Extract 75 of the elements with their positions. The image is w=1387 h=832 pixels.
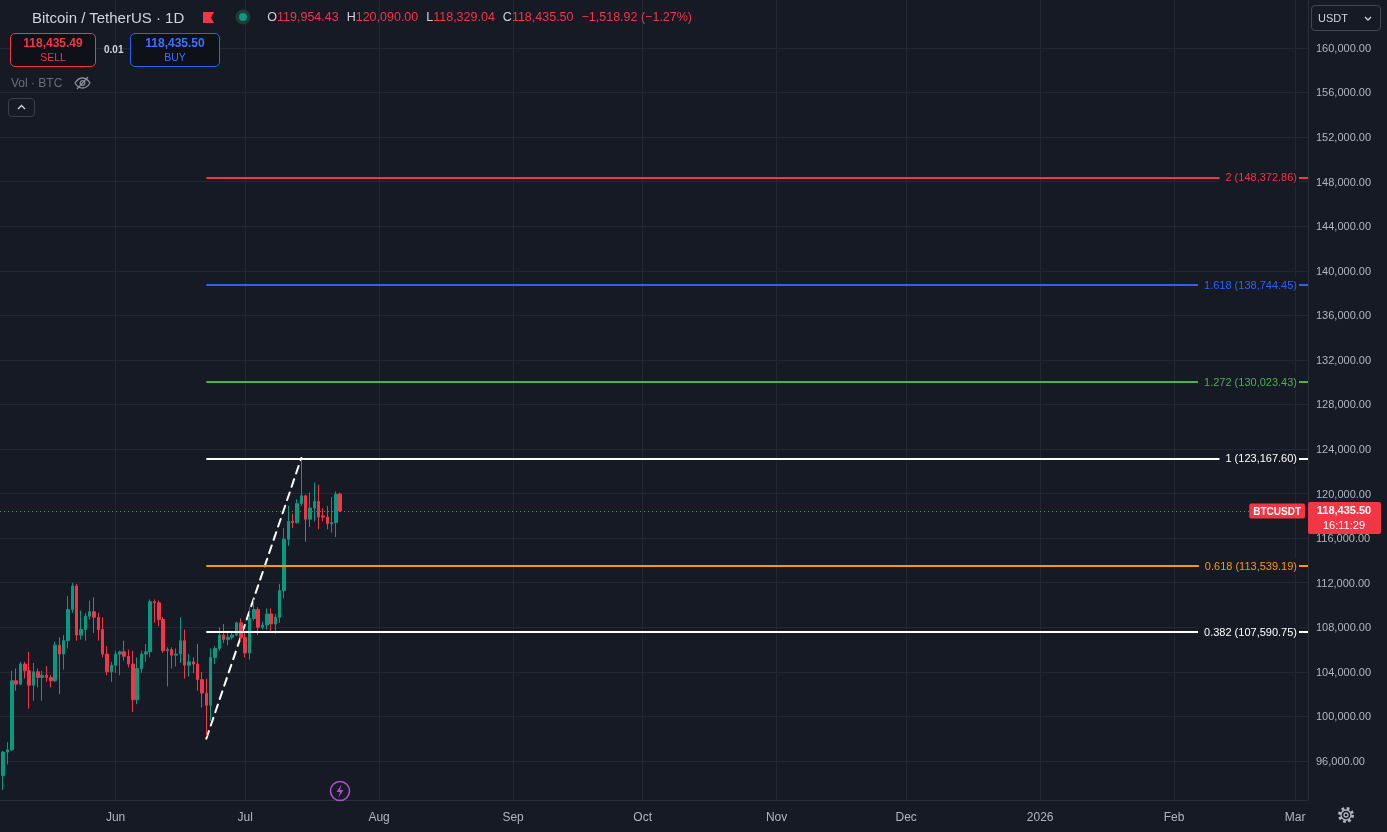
ref-line-label: 0.618 (113,539.19)	[1204, 559, 1297, 572]
annotation: C118,435.50	[502, 10, 574, 24]
ref-line-label: BTCUSDT	[1253, 505, 1301, 517]
candlestick	[183, 629, 186, 680]
candlestick	[58, 636, 61, 695]
y-tick-label: 104,000.00	[1316, 665, 1372, 678]
candlestick	[131, 650, 135, 713]
x-tick-label: 2026	[1026, 810, 1054, 824]
candlestick	[265, 607, 269, 631]
annotation: 0.01	[104, 44, 124, 55]
annotation: −1,518.92 (−1.27%)	[581, 10, 693, 24]
x-tick-label: Dec	[895, 810, 917, 824]
buy-button: 118,435.50 BUY	[130, 33, 220, 67]
candlestick	[269, 607, 273, 634]
ref-line-label: 2 (148,372.86)	[1225, 171, 1297, 184]
candlestick	[19, 661, 22, 686]
candlestick	[226, 630, 230, 646]
y-tick-label: 140,000.00	[1316, 264, 1372, 277]
candlestick	[32, 662, 35, 702]
annotation: O119,954.43	[267, 10, 339, 24]
x-tick-label: Mar	[1284, 810, 1306, 824]
y-tick-label: 152,000.00	[1316, 131, 1372, 144]
candlestick	[53, 641, 57, 683]
x-tick-label: Sep	[502, 810, 525, 824]
text: 118,435.50	[1316, 504, 1372, 517]
candlestick	[148, 598, 152, 658]
candlestick	[40, 670, 44, 702]
y-tick-label: 120,000.00	[1316, 487, 1372, 500]
ref-line-label: 1 (123,167.60)	[1225, 452, 1297, 465]
y-tick-label: 160,000.00	[1316, 41, 1372, 54]
y-tick-label: 128,000.00	[1316, 398, 1372, 411]
ref-line-label: 1.618 (138,744.45)	[1204, 278, 1297, 291]
annotation: 118,435.50	[145, 36, 205, 51]
annotation: L118,329.04	[426, 10, 495, 24]
text: Bitcoin / TetherUS · 1D	[32, 8, 185, 26]
x-tick-label: Jul	[237, 810, 253, 824]
annotation: Vol · BTC	[11, 76, 63, 90]
y-tick-label: 156,000.00	[1316, 86, 1372, 99]
candlestick	[79, 610, 83, 641]
x-tick-label: Oct	[633, 810, 653, 824]
candlestick	[75, 583, 78, 642]
candlestick	[14, 668, 18, 692]
candlestick	[27, 651, 31, 710]
candlestick	[334, 490, 338, 538]
annotation: 118,435.49	[23, 36, 83, 51]
x-tick-label: Jun	[105, 810, 126, 824]
ref-line-label: 1.272 (130,023.43)	[1204, 375, 1297, 388]
text: 16:11:29	[1322, 519, 1366, 532]
candlestick	[36, 668, 40, 688]
candlestick	[187, 653, 191, 677]
y-tick-label: 124,000.00	[1316, 443, 1372, 456]
x-tick-label: Feb	[1163, 810, 1185, 824]
y-tick-label: 100,000.00	[1316, 710, 1372, 723]
ref-line-label: 0.382 (107,590.75)	[1204, 625, 1297, 638]
y-tick-label: 108,000.00	[1316, 621, 1372, 634]
annotation: BUY	[164, 51, 186, 64]
candlestick	[118, 650, 122, 676]
y-tick-label: 116,000.00	[1316, 532, 1371, 545]
y-tick-label: 136,000.00	[1316, 309, 1372, 322]
y-tick-label: 132,000.00	[1316, 353, 1372, 366]
y-tick-label: 96,000.00	[1316, 755, 1365, 767]
annotation: H120,090.00	[346, 10, 419, 24]
candlestick	[291, 513, 294, 529]
annotation: SELL	[40, 51, 66, 64]
sell-button: 118,435.49 SELL	[10, 33, 96, 67]
currency-dropdown: USDT	[1311, 5, 1381, 31]
candlestick	[222, 623, 225, 644]
candlestick	[166, 646, 169, 687]
y-tick-label: 148,000.00	[1316, 175, 1372, 188]
y-tick-label: 144,000.00	[1316, 220, 1372, 233]
y-tick-label: 112,000.00	[1316, 576, 1371, 589]
x-tick-label: Nov	[765, 810, 788, 824]
candlestick	[170, 646, 173, 670]
candlestick	[256, 606, 260, 636]
x-tick-label: Aug	[368, 810, 390, 824]
